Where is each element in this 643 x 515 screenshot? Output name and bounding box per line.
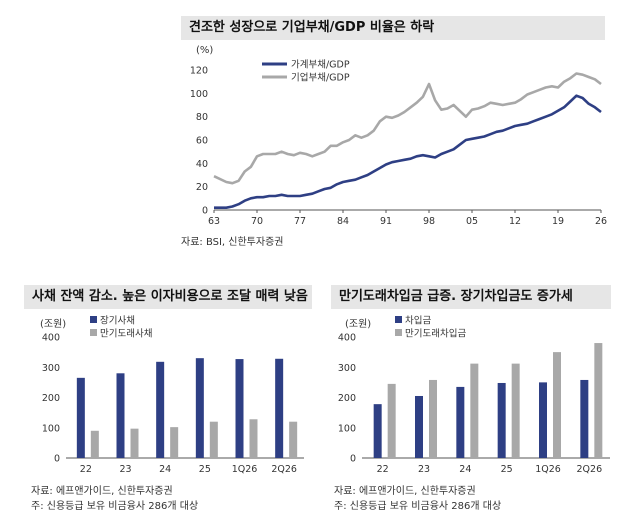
x-tick-label: 22 bbox=[80, 464, 92, 475]
source-top: 자료: BSI, 신한투자증권 bbox=[181, 237, 284, 248]
bar-1 bbox=[415, 395, 423, 458]
note-bottom-left: 주: 신용등급 보유 비금융사 286개 대상 bbox=[31, 501, 199, 512]
unit-label-bottom-right: (조원) bbox=[345, 319, 372, 330]
bar-1 bbox=[235, 359, 244, 458]
legend-label: 가계부채/GDP bbox=[291, 59, 350, 71]
bar-2 bbox=[170, 427, 179, 458]
y-tick-label: 200 bbox=[42, 393, 60, 404]
bar-2 bbox=[130, 428, 139, 458]
bar-1 bbox=[195, 358, 204, 458]
x-tick-label: 25 bbox=[199, 464, 211, 475]
bar-1 bbox=[456, 386, 465, 458]
series-line-2 bbox=[213, 72, 602, 185]
x-tick-label: 25 bbox=[501, 464, 513, 475]
legend-swatch bbox=[90, 329, 97, 336]
y-tick-label: 0 bbox=[202, 206, 208, 217]
bar-2 bbox=[511, 363, 520, 458]
y-tick-label: 100 bbox=[338, 423, 356, 434]
x-tick-label: 23 bbox=[418, 464, 430, 475]
x-tick-label: 1Q26 bbox=[232, 464, 258, 475]
unit-label-top: (%) bbox=[196, 45, 214, 56]
x-tick-label: 2Q26 bbox=[577, 464, 603, 475]
x-tick-label: 84 bbox=[337, 216, 349, 227]
bar-2 bbox=[209, 421, 218, 458]
x-tick-label: 1Q26 bbox=[535, 464, 561, 475]
bar-1 bbox=[497, 382, 506, 458]
source-bottom-right: 자료: 에프앤가이드, 신한투자증권 bbox=[334, 486, 476, 497]
y-tick-label: 80 bbox=[196, 112, 208, 123]
x-tick-label: 24 bbox=[159, 464, 171, 475]
y-tick-label: 0 bbox=[350, 454, 356, 465]
bar-2 bbox=[553, 352, 561, 458]
x-tick-label: 91 bbox=[380, 216, 392, 227]
chart-title-bottom-left: 사채 잔액 감소. 높은 이자비용으로 조달 매력 낮음 bbox=[24, 285, 312, 309]
bar-2 bbox=[90, 430, 99, 458]
legend-swatch bbox=[90, 316, 97, 323]
x-tick-label: 77 bbox=[294, 216, 306, 227]
legend-label: 기업부채/GDP bbox=[291, 72, 350, 84]
y-tick-label: 0 bbox=[54, 454, 60, 465]
unit-label-bottom-left: (조원) bbox=[40, 319, 67, 330]
bar-2 bbox=[387, 383, 396, 458]
x-tick-label: 2Q26 bbox=[271, 464, 297, 475]
y-tick-label: 60 bbox=[196, 136, 208, 147]
x-tick-label: 70 bbox=[251, 216, 263, 227]
note-bottom-right: 주: 신용등급 보유 비금융사 286개 대상 bbox=[334, 501, 502, 512]
bar-1 bbox=[116, 373, 125, 458]
series-line-1 bbox=[214, 94, 602, 209]
bar-1 bbox=[539, 382, 547, 458]
bar-1 bbox=[275, 358, 284, 458]
y-tick-label: 100 bbox=[42, 423, 60, 434]
source-bottom-left: 자료: 에프앤가이드, 신한투자증권 bbox=[31, 486, 173, 497]
y-tick-label: 120 bbox=[190, 66, 208, 77]
x-tick-label: 22 bbox=[377, 464, 389, 475]
legend-swatch bbox=[395, 316, 402, 323]
legend-label: 차입금 bbox=[405, 315, 431, 327]
bar-2 bbox=[249, 419, 258, 458]
x-tick-label: 05 bbox=[466, 216, 478, 227]
bar-2 bbox=[429, 379, 437, 458]
x-tick-label: 24 bbox=[459, 464, 471, 475]
bar-1 bbox=[76, 377, 85, 458]
x-tick-label: 12 bbox=[509, 216, 521, 227]
chart-title-top: 견조한 성장으로 기업부채/GDP 비율은 하락 bbox=[181, 16, 605, 40]
bar-1 bbox=[156, 361, 165, 458]
y-tick-label: 200 bbox=[338, 393, 356, 404]
bar-1 bbox=[580, 379, 589, 458]
legend-label: 장기사채 bbox=[100, 316, 135, 327]
legend-label: 만기도래차입금 bbox=[405, 328, 466, 340]
legend-label: 만기도래사채 bbox=[100, 329, 152, 340]
legend-swatch bbox=[395, 329, 402, 336]
y-tick-label: 100 bbox=[190, 89, 208, 100]
bar-2 bbox=[470, 363, 479, 458]
bar-2 bbox=[594, 343, 603, 458]
x-tick-label: 63 bbox=[208, 216, 220, 227]
chart-title-bottom-right: 만기도래차입금 급증. 장기차입금도 증가세 bbox=[331, 285, 611, 309]
x-tick-label: 26 bbox=[595, 216, 607, 227]
y-tick-label: 400 bbox=[338, 333, 356, 344]
y-tick-label: 40 bbox=[196, 159, 208, 170]
y-tick-label: 400 bbox=[42, 333, 60, 344]
bar-2 bbox=[289, 421, 298, 458]
y-tick-label: 300 bbox=[338, 363, 356, 374]
x-tick-label: 23 bbox=[119, 464, 131, 475]
x-tick-label: 98 bbox=[423, 216, 435, 227]
y-tick-label: 300 bbox=[42, 363, 60, 374]
bar-1 bbox=[373, 404, 382, 458]
y-tick-label: 20 bbox=[196, 182, 208, 193]
x-tick-label: 19 bbox=[552, 216, 564, 227]
